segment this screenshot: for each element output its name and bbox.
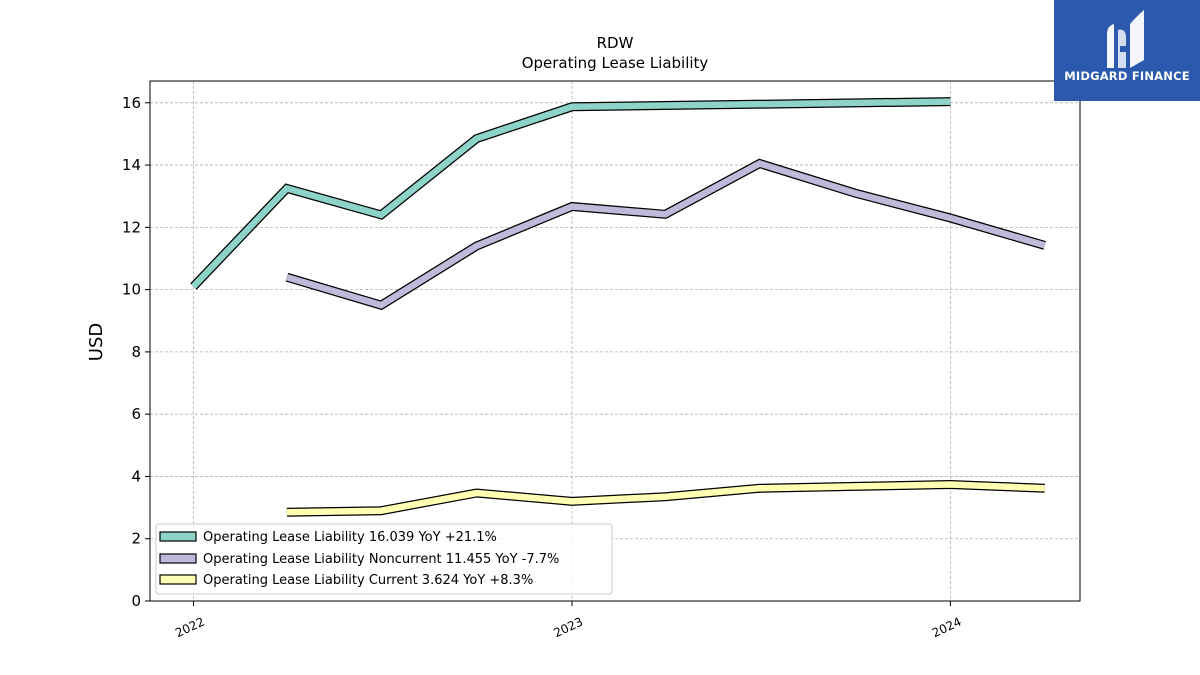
x-tick-label: 2022 (173, 615, 207, 641)
y-tick-label: 8 (131, 343, 141, 361)
y-tick-label: 0 (131, 592, 141, 610)
chart-subtitle: Operating Lease Liability (522, 54, 709, 72)
legend: Operating Lease Liability 16.039 YoY +21… (155, 523, 613, 595)
legend-label: Operating Lease Liability Current 3.624 … (203, 573, 533, 588)
legend-swatch (159, 574, 197, 585)
legend-swatch (159, 531, 197, 542)
axis-ticks: 0 2 4 6 8 10 12 14 16 2022 2023 2024 (122, 94, 964, 640)
y-tick-label: 6 (131, 405, 141, 423)
midgard-logo-icon (1107, 10, 1144, 68)
y-tick-label: 16 (122, 94, 141, 112)
legend-label: Operating Lease Liability Noncurrent 11.… (203, 552, 559, 567)
series-line (286, 479, 1045, 517)
legend-label: Operating Lease Liability 16.039 YoY +21… (203, 530, 497, 545)
series-lines (190, 97, 1046, 517)
y-tick-label: 14 (122, 156, 141, 174)
y-tick-label: 4 (131, 467, 141, 485)
series-line-outline (285, 158, 1046, 311)
legend-item: Operating Lease Liability Current 3.624 … (159, 573, 533, 588)
chart-title: RDW (597, 34, 634, 52)
legend-swatch (159, 553, 197, 564)
y-tick-label: 12 (122, 218, 141, 236)
brand-logo: MIDGARD FINANCE (1054, 0, 1200, 101)
series-line (285, 158, 1046, 311)
x-tick-label: 2023 (551, 615, 585, 641)
series-line (190, 97, 951, 290)
x-tick-label: 2024 (930, 615, 964, 641)
grid (150, 81, 1080, 601)
series-line-fill (191, 98, 951, 289)
legend-item: Operating Lease Liability 16.039 YoY +21… (159, 530, 497, 545)
y-axis-label: USD (86, 323, 107, 361)
y-tick-label: 2 (131, 530, 141, 548)
plot-frame (149, 80, 1081, 602)
series-line-fill (285, 159, 1046, 309)
series-line-fill (286, 481, 1045, 516)
y-tick-label: 10 (122, 281, 141, 299)
legend-frame (155, 523, 613, 595)
legend-item: Operating Lease Liability Noncurrent 11.… (159, 552, 559, 567)
brand-name: MIDGARD FINANCE (1064, 69, 1190, 83)
